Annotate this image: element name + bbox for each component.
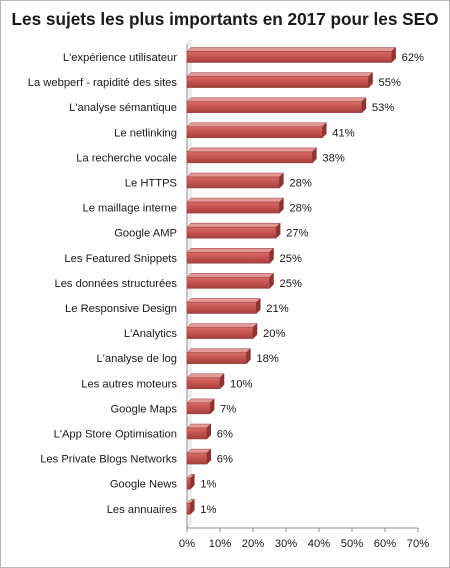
category-label: Le Responsive Design xyxy=(65,303,177,315)
bar-top xyxy=(186,47,397,52)
bar xyxy=(186,151,313,164)
bar xyxy=(186,302,257,314)
bar xyxy=(186,327,254,339)
bar xyxy=(186,277,270,289)
bar-top xyxy=(186,398,215,404)
x-tick-label: 20% xyxy=(242,538,264,550)
category-label: Le maillage interne xyxy=(82,203,177,215)
category-label: Les Featured Snippets xyxy=(64,253,177,265)
bar xyxy=(186,477,191,490)
x-tick-label: 30% xyxy=(275,538,297,550)
bar xyxy=(186,176,280,189)
x-tick-label: 60% xyxy=(374,538,396,550)
data-label: 28% xyxy=(289,203,311,215)
bar xyxy=(186,352,247,364)
data-label: 1% xyxy=(200,479,216,491)
category-label: Les données structurées xyxy=(54,278,177,290)
data-label: 41% xyxy=(332,127,354,139)
category-label: Les autres moteurs xyxy=(81,378,177,390)
category-label: L'expérience utilisateur xyxy=(63,52,177,64)
data-label: 28% xyxy=(289,178,311,190)
category-label: L'Analytics xyxy=(124,328,178,340)
bar-top xyxy=(186,323,258,328)
category-label: L'App Store Optimisation xyxy=(54,429,177,441)
data-label: 20% xyxy=(263,328,285,340)
bar xyxy=(186,377,221,390)
bar-top xyxy=(186,197,285,203)
bar-top xyxy=(186,172,285,178)
bar-top xyxy=(186,348,252,353)
category-label: Google News xyxy=(110,479,178,491)
data-label: 55% xyxy=(379,77,401,89)
data-label: 1% xyxy=(200,504,216,516)
x-tick-label: 10% xyxy=(209,538,231,550)
bar-top xyxy=(186,72,374,77)
x-tick-label: 0% xyxy=(179,538,195,550)
category-label: L'analyse de log xyxy=(96,353,177,365)
x-tick-label: 50% xyxy=(341,538,363,550)
bar-top xyxy=(186,147,318,153)
data-label: 18% xyxy=(256,353,278,365)
category-label: Les Private Blogs Networks xyxy=(40,454,177,466)
data-label: 38% xyxy=(322,152,344,164)
data-label: 25% xyxy=(280,278,302,290)
data-label: 7% xyxy=(220,403,236,415)
bar-top xyxy=(186,273,275,278)
data-label: 6% xyxy=(217,454,233,466)
bar-top xyxy=(186,222,281,228)
bar-top xyxy=(186,248,275,253)
category-label: Google AMP xyxy=(114,228,177,240)
bar-top xyxy=(186,373,225,379)
bar xyxy=(186,226,277,239)
data-label: 62% xyxy=(402,52,424,64)
bar xyxy=(186,101,363,113)
category-label: L'analyse sémantique xyxy=(69,102,177,114)
category-label: La webperf - rapidité des sites xyxy=(28,77,178,89)
category-label: Google Maps xyxy=(110,403,177,415)
bar xyxy=(186,503,191,515)
bar xyxy=(186,427,208,440)
bar xyxy=(186,452,208,465)
category-label: Le netlinking xyxy=(114,127,177,139)
category-label: La recherche vocale xyxy=(76,152,177,164)
bar xyxy=(186,402,211,415)
category-label: Le HTTPS xyxy=(125,178,177,190)
data-label: 25% xyxy=(280,253,302,265)
bar-top xyxy=(186,97,367,102)
data-label: 27% xyxy=(286,228,308,240)
data-label: 53% xyxy=(372,102,394,114)
data-label: 10% xyxy=(230,378,252,390)
data-label: 6% xyxy=(217,429,233,441)
category-label: Les annuaires xyxy=(107,504,178,516)
x-tick-label: 70% xyxy=(407,538,429,550)
bar xyxy=(186,126,323,139)
x-tick-label: 40% xyxy=(308,538,330,550)
data-label: 21% xyxy=(266,303,288,315)
bar xyxy=(186,252,270,264)
bar xyxy=(186,51,392,63)
bar-top xyxy=(186,298,261,303)
bar xyxy=(186,201,280,214)
chart-title: Les sujets les plus importants en 2017 p… xyxy=(11,9,439,29)
bar-top xyxy=(186,122,327,128)
bar xyxy=(186,76,369,88)
